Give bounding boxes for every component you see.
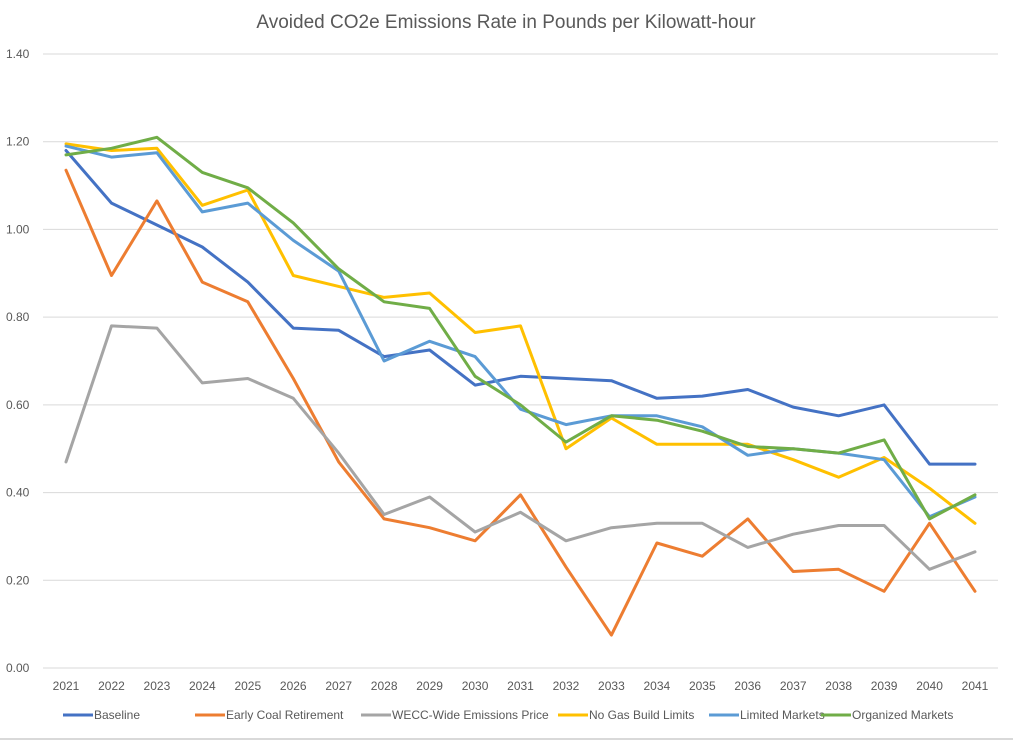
- x-tick-label: 2029: [416, 679, 443, 693]
- y-tick-label: 1.20: [6, 135, 30, 149]
- y-tick-label: 0.60: [6, 398, 30, 412]
- legend-label: WECC-Wide Emissions Price: [392, 708, 549, 722]
- y-tick-label: 0.40: [6, 486, 30, 500]
- y-tick-label: 1.40: [6, 47, 30, 61]
- legend-label: Limited Markets: [740, 708, 825, 722]
- x-tick-label: 2021: [53, 679, 80, 693]
- legend: Baseline Early Coal Retirement WECC-Wide E…: [63, 708, 953, 722]
- y-tick-label: 0.00: [6, 661, 30, 675]
- x-tick-label: 2037: [780, 679, 807, 693]
- x-tick-label: 2035: [689, 679, 716, 693]
- x-tick-label: 2038: [825, 679, 852, 693]
- series-lines: [64, 135, 977, 637]
- y-tick-label: 0.20: [6, 573, 30, 587]
- x-tick-label: 2039: [871, 679, 898, 693]
- x-tick-label: 2041: [962, 679, 989, 693]
- x-tick-label: 2030: [462, 679, 489, 693]
- x-tick-label: 2024: [189, 679, 216, 693]
- y-tick-label: 0.80: [6, 310, 30, 324]
- x-tick-label: 2033: [598, 679, 625, 693]
- x-tick-label: 2031: [507, 679, 534, 693]
- bottom-border: [0, 738, 1013, 740]
- series-line-limited-markets: [64, 144, 977, 519]
- x-tick-label: 2032: [553, 679, 580, 693]
- x-tick-label: 2034: [643, 679, 670, 693]
- y-tick-label: 1.00: [6, 222, 30, 236]
- series-line-no-gas-build-limits: [64, 142, 977, 525]
- series-line-baseline: [64, 149, 977, 466]
- x-tick-label: 2023: [144, 679, 171, 693]
- x-tick-label: 2026: [280, 679, 307, 693]
- legend-label: Early Coal Retirement: [226, 708, 344, 722]
- gridlines: [43, 53, 998, 669]
- x-tick-label: 2028: [371, 679, 398, 693]
- x-tick-label: 2027: [325, 679, 352, 693]
- x-tick-label: 2040: [916, 679, 943, 693]
- x-tick-label: 2022: [98, 679, 125, 693]
- chart-title: Avoided CO2e Emissions Rate in Pounds pe…: [256, 12, 756, 33]
- series-line-organized-markets: [64, 135, 977, 521]
- x-axis-ticks: 2021 2022 2023 2024 2025 2026 2027 2028 2029 2030…: [53, 679, 989, 693]
- series-line-early-coal-retirement: [64, 168, 977, 637]
- legend-label: No Gas Build Limits: [589, 708, 694, 722]
- series-line-wecc-wide-emissions-price: [64, 324, 977, 571]
- x-tick-label: 2036: [734, 679, 761, 693]
- legend-label: Baseline: [94, 708, 140, 722]
- y-axis-ticks: 0.00 0.20 0.40 0.60 0.80 1.00 1.20 1.40: [6, 47, 30, 675]
- x-tick-label: 2025: [234, 679, 261, 693]
- legend-label: Organized Markets: [852, 708, 953, 722]
